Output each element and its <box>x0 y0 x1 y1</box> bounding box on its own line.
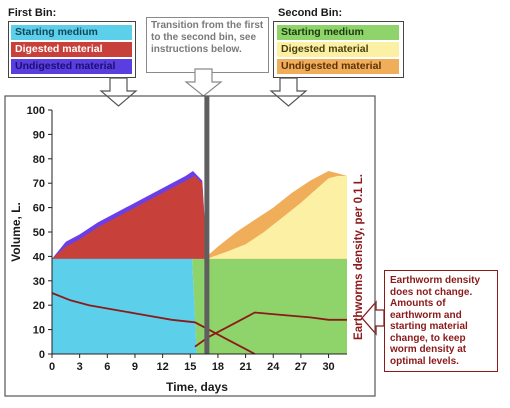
x-tick-label: 12 <box>157 361 169 373</box>
second-bin-starting-medium-area <box>192 258 347 354</box>
first-bin-digested-area <box>52 175 207 259</box>
second-bin-legend: Starting medium Digested material Undige… <box>273 21 404 78</box>
y-tick-label: 70 <box>33 178 45 190</box>
y-tick-label: 0 <box>39 349 45 361</box>
first-bin-title: First Bin: <box>8 7 57 19</box>
y-tick-label: 60 <box>33 203 45 215</box>
y-tick-label: 30 <box>33 276 45 288</box>
x-tick-label: 27 <box>295 361 307 373</box>
transition-note: Transition from the first to the second … <box>146 17 269 73</box>
second-bin-digested-area <box>206 175 347 259</box>
x-tick-label: 0 <box>49 361 55 373</box>
transition-bar <box>204 96 210 354</box>
density-arrow <box>361 300 385 336</box>
second-bin-density-line <box>194 311 347 348</box>
transition-arrow <box>184 68 223 97</box>
x-tick-label: 3 <box>77 361 83 373</box>
y-tick-label: 10 <box>33 325 45 337</box>
y-axis-label: Volume, L. <box>9 202 23 262</box>
x-tick-label: 6 <box>104 361 110 373</box>
first-bin-legend: Starting medium Digested material Undige… <box>8 21 136 78</box>
second-bin-legend-undigested: Undigested material <box>277 59 399 74</box>
density-note: Earthworm density does not change. Amoun… <box>384 270 498 372</box>
plot-area <box>51 96 347 355</box>
first-bin-density-line <box>51 292 256 355</box>
x-tick-label: 30 <box>322 361 334 373</box>
x-tick-label: 9 <box>132 361 138 373</box>
second-bin-legend-starting: Starting medium <box>277 25 399 40</box>
first-bin-legend-digested: Digested material <box>11 42 132 57</box>
first-bin-arrow <box>99 77 138 107</box>
first-bin-starting-medium-area <box>52 258 197 354</box>
x-axis-label: Time, days <box>166 380 228 394</box>
y-tick-label: 40 <box>33 251 45 263</box>
x-tick-label: 21 <box>239 361 251 373</box>
second-bin-legend-digested: Digested material <box>277 42 399 57</box>
y-tick-label: 90 <box>33 129 45 141</box>
y-tick-label: 20 <box>33 300 45 312</box>
first-bin-legend-starting: Starting medium <box>11 25 132 40</box>
first-bin-legend-undigested: Undigested material <box>11 59 132 74</box>
x-tick-label: 18 <box>212 361 224 373</box>
x-tick-label: 15 <box>184 361 196 373</box>
second-bin-title: Second Bin: <box>278 7 343 19</box>
y-tick-label: 100 <box>27 105 45 117</box>
y-tick-label: 50 <box>33 227 45 239</box>
density-axis-label: Earthworms density, per 0.1 L. <box>353 174 365 340</box>
second-bin-arrow <box>269 77 308 107</box>
chart-frame <box>4 95 376 397</box>
y-tick-label: 80 <box>33 154 45 166</box>
tick-labels: 0 3 6 9 12 15 18 21 24 27 30 0 10 20 30 40 50 60 70 80 90 100 <box>27 105 335 373</box>
x-tick-label: 24 <box>267 361 280 373</box>
